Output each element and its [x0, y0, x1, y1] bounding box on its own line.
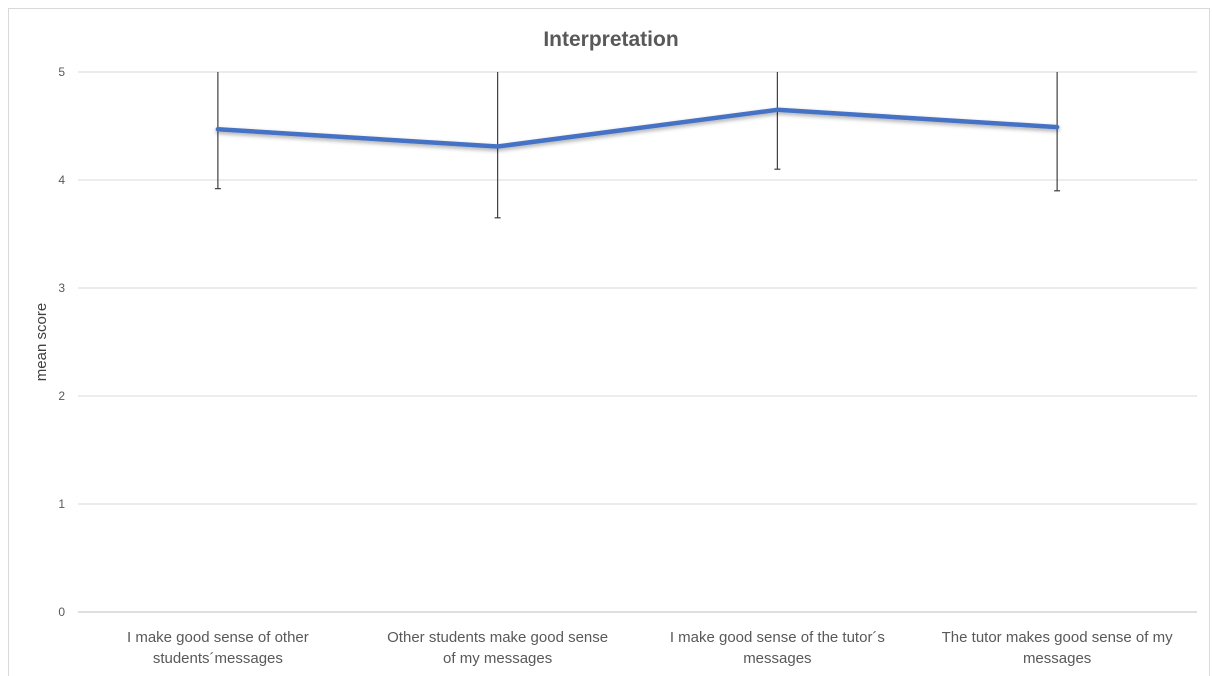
x-tick-label: I make good sense of the tutor´s messages	[670, 629, 885, 667]
series-line	[215, 107, 1060, 149]
chart-frame	[8, 8, 1210, 676]
x-tick-label: Other students make good sense of my mess…	[387, 629, 608, 667]
y-tick-label: 3	[58, 281, 65, 295]
y-tick-label: 2	[58, 389, 65, 403]
y-tick-label: 5	[58, 65, 65, 79]
y-tick-label: 4	[58, 173, 65, 187]
y-axis-label: mean score	[33, 303, 50, 381]
x-tick-label: I make good sense of other students´messa…	[127, 629, 309, 667]
y-tick-label: 0	[58, 605, 65, 619]
chart-title: Interpretation	[543, 28, 678, 51]
y-tick-label: 1	[58, 497, 65, 511]
x-tick-label: The tutor makes good sense of my messages	[942, 629, 1173, 667]
